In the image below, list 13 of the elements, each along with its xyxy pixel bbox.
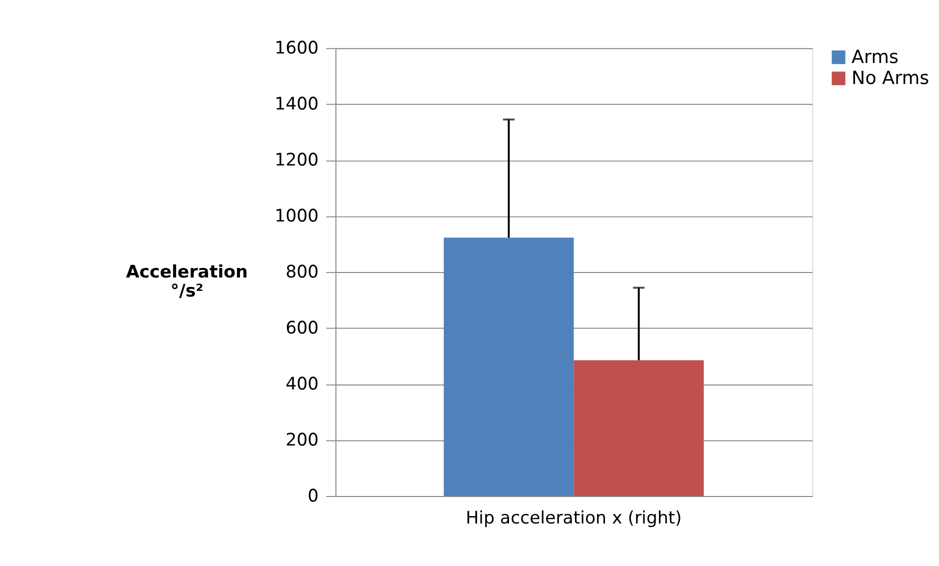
y-tick-label: 1000 [274, 206, 319, 226]
x-tick-label: Hip acceleration x (right) [466, 508, 682, 528]
y-tick-label: 1400 [274, 94, 319, 114]
y-tick-label: 0 [308, 486, 319, 506]
y-tick-label: 800 [286, 262, 319, 282]
y-axis-title: Acceleration °/s² [126, 262, 248, 302]
y-tick-label: 600 [286, 318, 319, 338]
legend-label: No Arms [852, 68, 930, 90]
y-tick-label: 200 [286, 430, 319, 450]
y-tick-label: 400 [286, 374, 319, 394]
legend-label: Arms [852, 47, 898, 68]
y-tick-label: 1200 [274, 150, 319, 170]
y-tick-label: 1600 [274, 38, 319, 58]
